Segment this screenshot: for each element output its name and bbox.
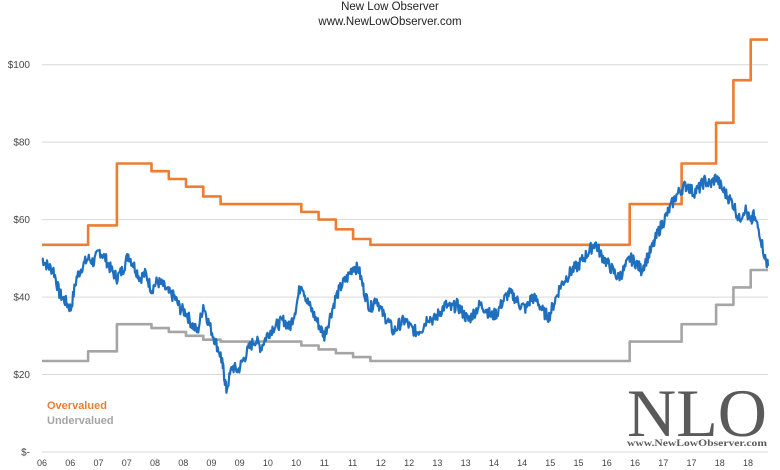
y-tick-label: $100: [8, 60, 31, 71]
gridlines: [42, 64, 768, 453]
legend: Overvalued Undervalued: [47, 400, 114, 427]
x-tick-label: 11: [320, 458, 329, 468]
x-tick-label: 16: [602, 458, 612, 468]
x-tick-label: 14: [517, 458, 527, 468]
x-tick-label: 11: [348, 458, 357, 468]
x-tick-label: 08: [150, 458, 160, 468]
x-tick-label: 14: [489, 458, 499, 468]
y-axis-tick-labels: $- $20 $40 $60 $80 $100: [8, 60, 31, 458]
x-tick-label: 13: [461, 458, 471, 468]
y-tick-label: $-: [21, 448, 30, 459]
legend-entry-overvalued: Overvalued: [47, 400, 107, 412]
x-tick-label: 09: [235, 458, 245, 468]
x-tick-label: 15: [545, 458, 555, 468]
chart-title-block: New Low Observer www.NewLowObserver.com: [0, 0, 780, 30]
series-lines: [41, 38, 770, 394]
chart-title: New Low Observer: [341, 1, 439, 13]
x-tick-label: 12: [376, 458, 386, 468]
x-tick-label: 08: [178, 458, 188, 468]
x-tick-label: 15: [574, 458, 584, 468]
price-series-line: [41, 173, 770, 394]
overvalued-series-line: [42, 38, 768, 247]
x-tick-label: 13: [432, 458, 442, 468]
x-tick-label: 07: [122, 458, 132, 468]
watermark-logo: NLO: [627, 375, 767, 451]
y-tick-label: $20: [13, 370, 30, 381]
x-tick-label: 18: [743, 458, 753, 468]
y-tick-label: $60: [13, 215, 30, 226]
chart-subtitle: www.NewLowObserver.com: [318, 16, 462, 28]
x-tick-label: 10: [263, 458, 273, 468]
x-tick-label: 12: [404, 458, 414, 468]
x-tick-label: 16: [630, 458, 640, 468]
y-tick-label: $80: [13, 138, 30, 149]
x-tick-label: 06: [65, 458, 75, 468]
x-tick-label: 18: [715, 458, 725, 468]
x-tick-label: 09: [206, 458, 216, 468]
x-tick-label: 17: [687, 458, 697, 468]
watermark-url: www.NewLowObserver.com: [627, 438, 768, 448]
x-tick-label: 06: [37, 458, 47, 468]
undervalued-series-line: [42, 268, 768, 363]
x-axis-tick-labels: 06 06 07 07 08 08 09 09 10 10 11 11 12 12 13 13 14 14 15 15…: [37, 458, 753, 468]
nlo-watermark: NLO www.NewLowObserver.com: [624, 375, 774, 451]
x-tick-label: 07: [93, 458, 103, 468]
legend-entry-undervalued: Undervalued: [47, 415, 114, 427]
x-tick-label: 10: [291, 458, 301, 468]
watermark-backdrop: [624, 383, 774, 446]
y-tick-label: $40: [13, 293, 30, 304]
x-tick-label: 17: [658, 458, 668, 468]
